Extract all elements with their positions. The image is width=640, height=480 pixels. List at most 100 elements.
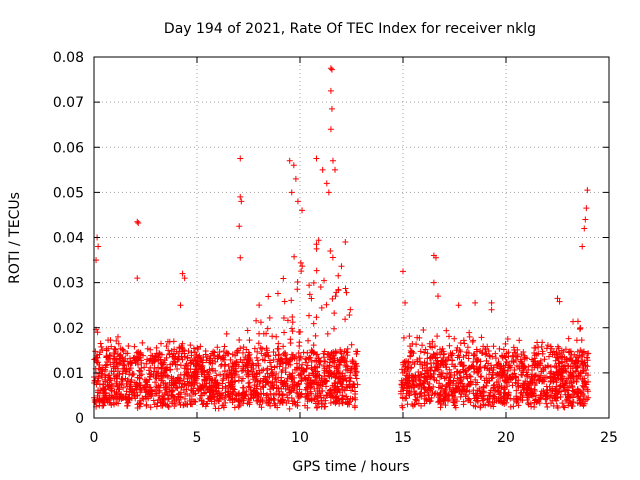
data-point bbox=[99, 384, 106, 391]
data-point bbox=[308, 364, 315, 371]
data-point bbox=[478, 334, 485, 341]
data-point bbox=[191, 381, 198, 388]
data-point bbox=[457, 393, 464, 400]
data-point bbox=[289, 354, 296, 361]
data-point bbox=[453, 347, 460, 354]
data-point bbox=[128, 376, 135, 383]
data-point bbox=[241, 391, 248, 398]
data-point bbox=[170, 358, 177, 365]
data-point bbox=[565, 349, 572, 356]
data-point bbox=[559, 380, 566, 387]
y-tick-label: 0.06 bbox=[53, 140, 84, 156]
data-point bbox=[108, 343, 115, 350]
data-point bbox=[287, 336, 294, 343]
data-point bbox=[238, 378, 245, 385]
data-point bbox=[221, 368, 228, 375]
data-point bbox=[543, 395, 550, 402]
data-point bbox=[449, 392, 456, 399]
data-point bbox=[229, 379, 236, 386]
data-point bbox=[405, 360, 412, 367]
data-point bbox=[585, 394, 592, 401]
data-point bbox=[455, 302, 462, 309]
data-point bbox=[122, 355, 129, 362]
data-point bbox=[570, 398, 577, 405]
data-point bbox=[445, 354, 452, 361]
data-point bbox=[348, 341, 355, 348]
data-point bbox=[321, 373, 328, 380]
data-point bbox=[162, 380, 169, 387]
data-point bbox=[543, 400, 550, 407]
data-point bbox=[496, 345, 503, 352]
data-point bbox=[292, 175, 299, 182]
data-point bbox=[399, 384, 406, 391]
data-point bbox=[562, 346, 569, 353]
data-point bbox=[199, 362, 206, 369]
data-point bbox=[498, 352, 505, 359]
data-point bbox=[229, 374, 236, 381]
data-point bbox=[409, 372, 416, 379]
data-point bbox=[281, 349, 288, 356]
x-tick-label: 10 bbox=[291, 430, 309, 446]
data-point bbox=[169, 387, 176, 394]
data-point bbox=[270, 356, 277, 363]
data-point bbox=[131, 343, 138, 350]
data-point bbox=[524, 371, 531, 378]
data-point bbox=[576, 326, 583, 333]
data-point bbox=[203, 374, 210, 381]
data-point bbox=[271, 376, 278, 383]
data-point bbox=[316, 359, 323, 366]
data-point bbox=[495, 378, 502, 385]
data-point bbox=[289, 378, 296, 385]
data-point bbox=[247, 395, 254, 402]
data-point bbox=[582, 398, 589, 405]
data-point bbox=[134, 353, 141, 360]
data-point bbox=[509, 382, 516, 389]
data-point bbox=[332, 384, 339, 391]
data-point bbox=[553, 385, 560, 392]
data-point bbox=[263, 351, 270, 358]
data-point bbox=[582, 379, 589, 386]
data-point bbox=[503, 358, 510, 365]
data-point bbox=[422, 375, 429, 382]
data-point bbox=[336, 389, 343, 396]
data-point bbox=[92, 348, 99, 355]
data-point bbox=[94, 354, 101, 361]
data-point bbox=[173, 348, 180, 355]
data-point bbox=[164, 402, 171, 409]
data-point bbox=[293, 365, 300, 372]
data-point bbox=[134, 374, 141, 381]
data-point bbox=[232, 395, 239, 402]
data-point bbox=[481, 364, 488, 371]
data-point bbox=[328, 66, 335, 73]
data-point bbox=[339, 392, 346, 399]
data-point bbox=[288, 351, 295, 358]
data-point bbox=[129, 360, 136, 367]
data-point bbox=[296, 386, 303, 393]
data-point bbox=[489, 353, 496, 360]
data-point bbox=[299, 361, 306, 368]
data-point bbox=[401, 367, 408, 374]
data-point bbox=[124, 350, 131, 357]
data-point bbox=[259, 346, 266, 353]
data-point bbox=[146, 390, 153, 397]
data-point bbox=[531, 386, 538, 393]
data-point bbox=[281, 298, 288, 305]
data-point bbox=[565, 374, 572, 381]
data-point bbox=[441, 375, 448, 382]
data-point bbox=[323, 180, 330, 187]
data-point bbox=[486, 395, 493, 402]
data-point bbox=[94, 392, 101, 399]
data-point bbox=[156, 389, 163, 396]
data-point bbox=[315, 237, 322, 244]
data-point bbox=[185, 348, 192, 355]
data-point bbox=[174, 355, 181, 362]
data-point bbox=[137, 400, 144, 407]
data-point bbox=[585, 378, 592, 385]
data-point bbox=[581, 225, 588, 232]
data-point bbox=[271, 382, 278, 389]
data-point bbox=[535, 344, 542, 351]
data-point bbox=[491, 381, 498, 388]
data-point bbox=[166, 338, 173, 345]
data-point bbox=[244, 361, 251, 368]
data-point bbox=[136, 382, 143, 389]
